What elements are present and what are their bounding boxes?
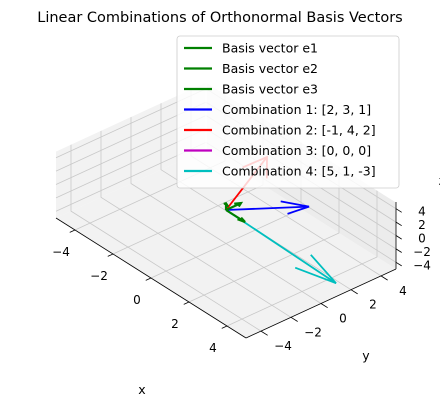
z-tick (395, 248, 402, 253)
z-tick-label: 0 (418, 232, 426, 246)
legend-label: Basis vector e2 (222, 61, 318, 76)
x-gridline (226, 190, 378, 327)
z-tick-label: −2 (413, 245, 431, 259)
y-tick (320, 303, 328, 309)
x-axis-label: x (138, 382, 145, 397)
x-tick (145, 277, 152, 281)
vector-arrowhead (237, 216, 246, 224)
vector-4 (225, 200, 310, 215)
vector-arrowhead (294, 254, 337, 285)
x-tick (221, 325, 228, 329)
legend-label: Combination 1: [2, 3, 1] (222, 102, 371, 117)
x-tick (69, 229, 76, 233)
y-tick-label: 0 (339, 312, 347, 326)
legend: Basis vector e1 Basis vector e2 Basis vect… (176, 35, 400, 189)
legend-label: Basis vector e3 (222, 82, 318, 97)
y-tick (380, 275, 388, 281)
x-tick (183, 301, 190, 305)
y-tick (350, 289, 358, 295)
legend-label: Combination 4: [5, 1, -3] (222, 164, 376, 179)
vector-3 (223, 202, 230, 210)
y-gridline (130, 116, 322, 304)
z-tick (395, 261, 402, 267)
z-tick-label: 2 (418, 218, 426, 232)
y-tick (260, 330, 268, 336)
vector-1 (225, 209, 246, 224)
y-gridline (100, 130, 292, 318)
x-tick (107, 253, 114, 257)
vector-shaft (225, 205, 310, 211)
vector-arrowhead (234, 201, 244, 208)
z-tick (395, 235, 402, 240)
chart-title: Linear Combinations of Orthonormal Basis… (37, 10, 403, 26)
x-tick-label: −2 (90, 269, 108, 283)
vector-arrowhead (223, 202, 230, 208)
x-tick-label: 4 (209, 341, 217, 355)
legend-box (176, 35, 400, 189)
legend-label: Combination 3: [0, 0, 0] (222, 143, 371, 158)
x-tick-label: 2 (171, 317, 179, 331)
y-tick-label: −2 (304, 325, 322, 339)
legend-label: Combination 2: [-1, 4, 2] (222, 123, 376, 138)
x-tick-label: 0 (133, 293, 141, 307)
y-tick (290, 316, 298, 322)
z-tick (395, 208, 402, 213)
vector-2 (225, 201, 244, 211)
z-tick (395, 221, 402, 227)
vector-arrowhead (280, 200, 310, 215)
x-tick-label: −4 (52, 245, 70, 259)
legend-label: Basis vector e1 (222, 41, 318, 56)
z-axis-label: z (439, 173, 440, 188)
z-tick-label: −4 (413, 258, 431, 272)
y-tick-label: 2 (369, 298, 377, 312)
z-tick-label: 4 (418, 205, 426, 219)
y-axis-label: y (362, 348, 370, 363)
y-gridline (70, 144, 262, 332)
y-tick-label: −4 (274, 339, 292, 353)
y-tick-label: 4 (399, 284, 407, 298)
y-gridline (160, 102, 352, 291)
